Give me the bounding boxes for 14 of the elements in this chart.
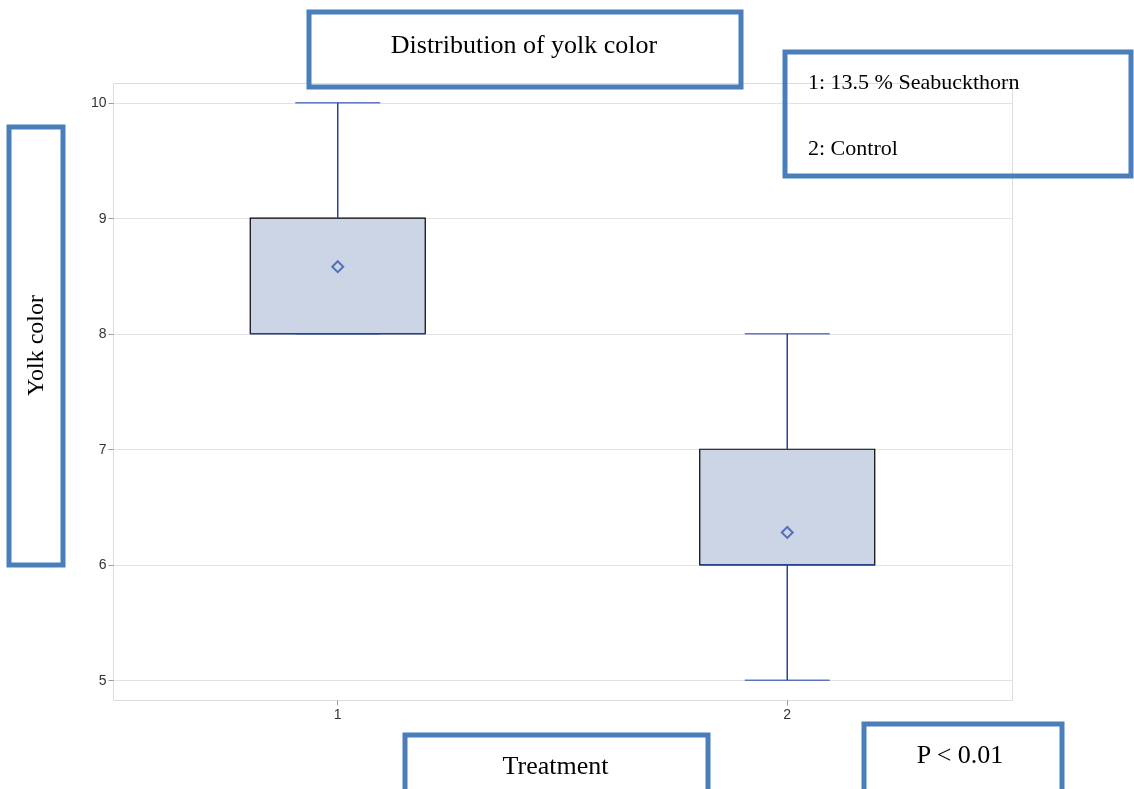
y-tick-label: 5 bbox=[98, 671, 107, 688]
annotation: 1: 13.5 % Seabuckthorn bbox=[808, 69, 1020, 94]
y-tick-label: 10 bbox=[90, 94, 107, 111]
text: P < 0.01 bbox=[916, 740, 1004, 769]
x-axis-title: Treatment bbox=[502, 750, 610, 780]
y-tick-label: 7 bbox=[98, 440, 107, 457]
x-tick-label: 1 bbox=[333, 705, 342, 722]
x-tick-label: 2 bbox=[783, 705, 792, 722]
y-tick-label: 6 bbox=[98, 556, 107, 573]
y-axis-title: Yolk color bbox=[21, 295, 48, 396]
y-tick-label: 9 bbox=[98, 209, 107, 226]
y-tick-label: 8 bbox=[98, 325, 107, 342]
annotation: 2: Control bbox=[808, 135, 898, 160]
chart-title: Distribution of yolk color bbox=[390, 30, 658, 59]
